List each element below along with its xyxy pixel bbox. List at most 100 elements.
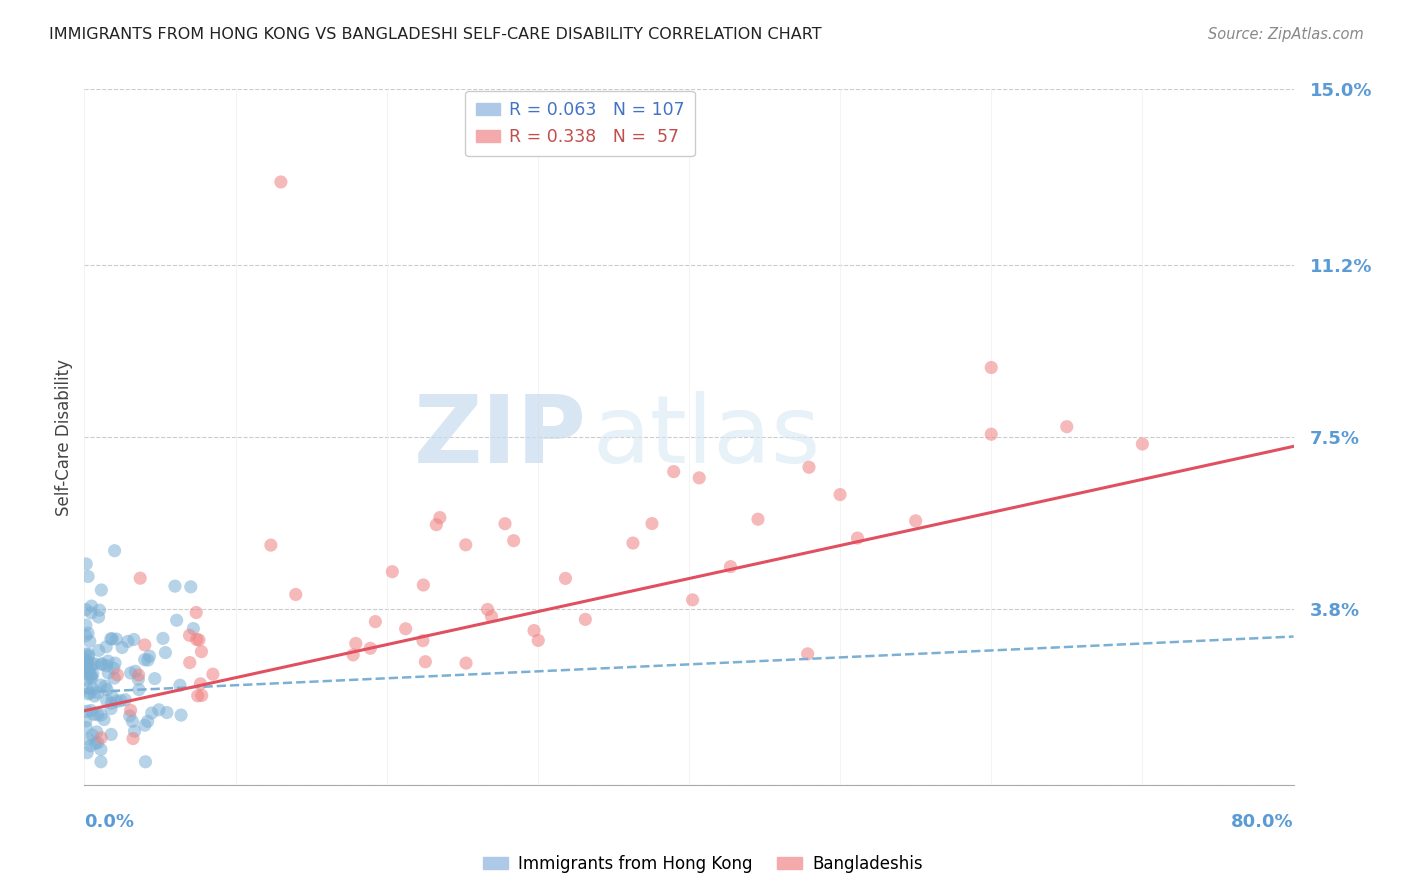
Point [97,665,120,680]
Point [89,603,111,617]
Point [82,707,104,722]
Y-axis label: Self-Care Disability: Self-Care Disability [55,359,73,516]
Point [523,624,546,638]
Point [120,703,142,717]
Point [90,742,112,756]
Point [342,648,364,662]
Point [82,666,104,681]
Point [344,636,367,650]
Point [76,681,98,696]
Point [96,693,118,707]
Point [114,692,136,706]
Point [688,471,710,485]
Point [980,360,1002,375]
Point [188,632,211,647]
Point [136,653,159,667]
Point [201,667,224,681]
Point [80,668,103,682]
Point [118,709,141,723]
Point [454,538,477,552]
Point [80,606,103,620]
Point [93,713,115,727]
Point [169,678,191,692]
Point [75,629,97,643]
Point [170,708,193,723]
Point [76,746,98,760]
Point [134,755,156,769]
Point [186,606,208,620]
Point [128,668,150,682]
Point [83,689,105,703]
Point [76,704,98,718]
Point [574,612,596,626]
Legend: R = 0.063   N = 107, R = 0.338   N =  57: R = 0.063 N = 107, R = 0.338 N = 57 [465,91,695,156]
Point [134,718,156,732]
Point [77,666,100,681]
Text: atlas: atlas [592,391,821,483]
Point [75,557,97,571]
Point [141,706,163,720]
Point [166,613,188,627]
Point [121,714,143,729]
Point [90,708,112,723]
Point [90,755,112,769]
Point [76,655,98,669]
Point [179,628,201,642]
Point [105,694,128,708]
Point [101,632,124,646]
Point [75,714,97,728]
Point [94,679,117,693]
Point [425,517,447,532]
Point [111,640,134,655]
Point [662,465,685,479]
Point [75,602,97,616]
Point [79,739,101,753]
Point [830,487,852,501]
Point [412,633,434,648]
Point [122,632,145,647]
Point [77,647,100,661]
Point [180,580,202,594]
Point [79,634,101,648]
Point [75,659,97,673]
Point [83,657,105,671]
Point [105,632,128,646]
Point [87,610,110,624]
Point [79,660,101,674]
Point [148,703,170,717]
Point [100,632,122,646]
Point [904,514,927,528]
Point [134,638,156,652]
Point [80,670,103,684]
Point [80,704,103,718]
Point [124,724,146,739]
Point [76,663,98,677]
Point [359,641,381,656]
Point [76,673,98,687]
Point [364,615,387,629]
Point [163,579,186,593]
Point [77,569,100,583]
Point [77,732,100,747]
Point [90,731,112,745]
Point [481,609,503,624]
Point [87,643,110,657]
Point [77,687,100,701]
Point [682,593,704,607]
Point [100,727,122,741]
Point [124,665,146,679]
Point [190,689,212,703]
Point [429,510,451,524]
Point [107,668,129,682]
Point [187,689,209,703]
Point [527,633,550,648]
Point [720,559,742,574]
Point [77,626,100,640]
Point [122,731,145,746]
Point [554,571,576,585]
Point [80,599,103,613]
Point [100,696,122,710]
Legend: Immigrants from Hong Kong, Bangladeshis: Immigrants from Hong Kong, Bangladeshis [477,848,929,880]
Point [395,622,418,636]
Point [86,725,108,739]
